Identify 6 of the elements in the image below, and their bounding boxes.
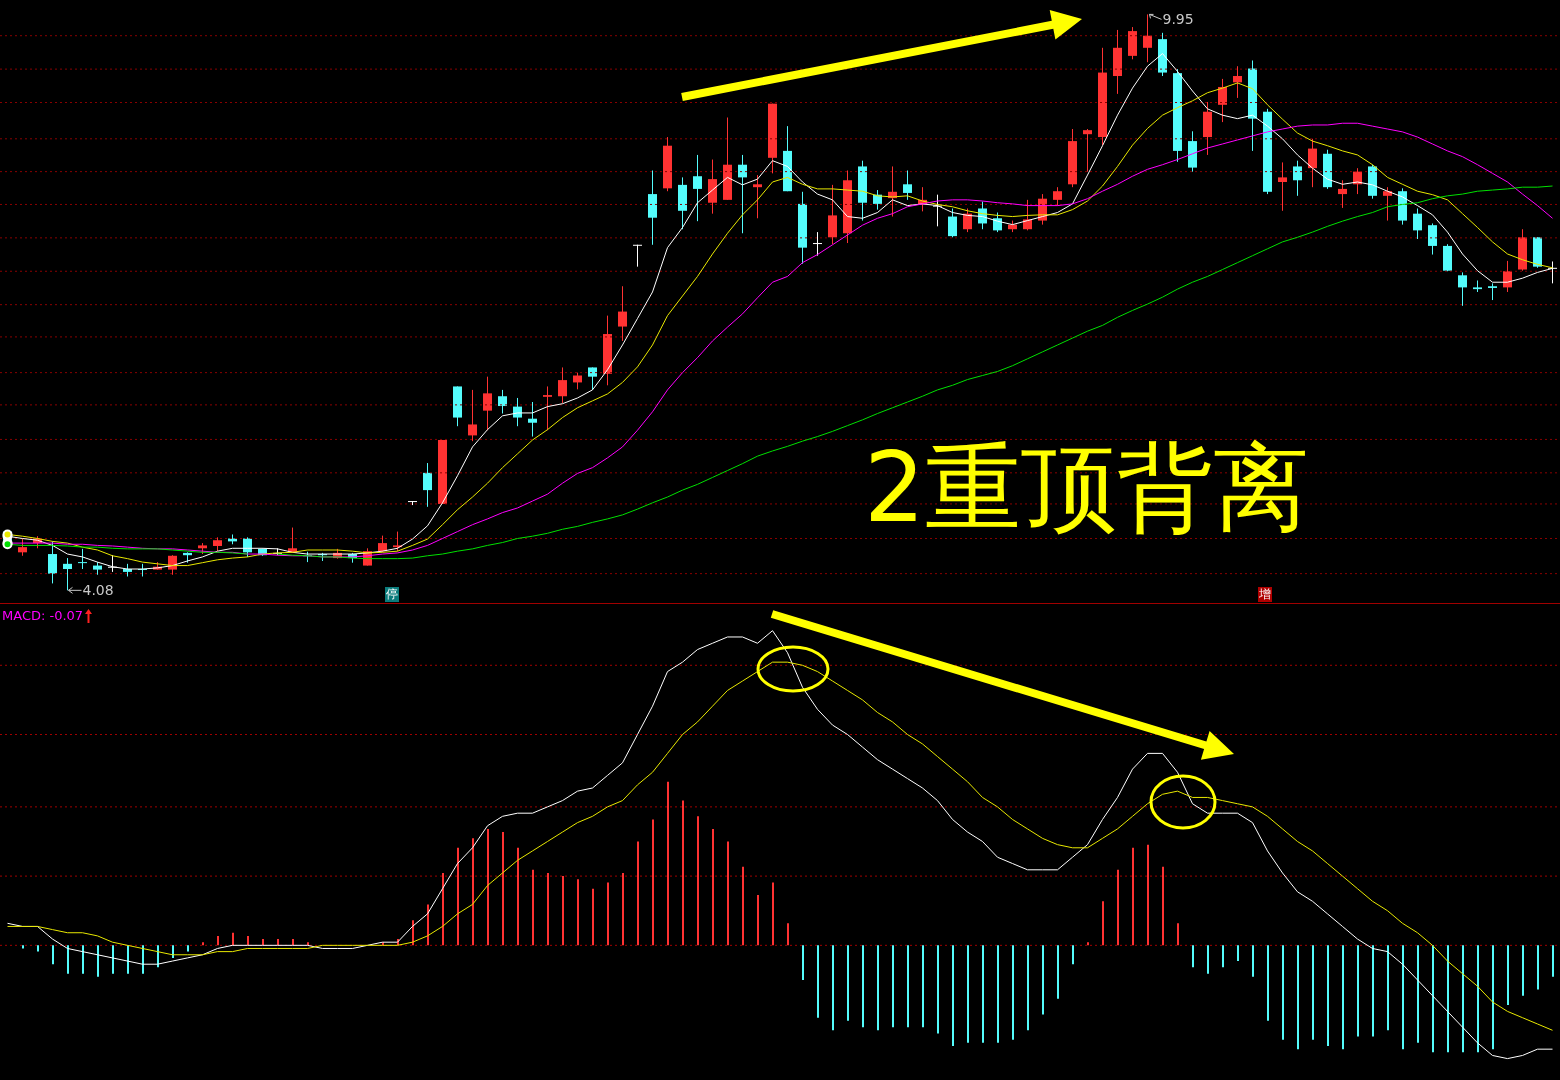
annotation: 9.95 (1162, 11, 1194, 28)
text: MACD: -0.07 (2, 608, 84, 624)
annotation: 增 (1258, 587, 1272, 603)
annotation: 2重顶背离 (864, 432, 1310, 544)
annotation: 4.08 (82, 582, 114, 599)
annotation: 停 (385, 587, 399, 603)
